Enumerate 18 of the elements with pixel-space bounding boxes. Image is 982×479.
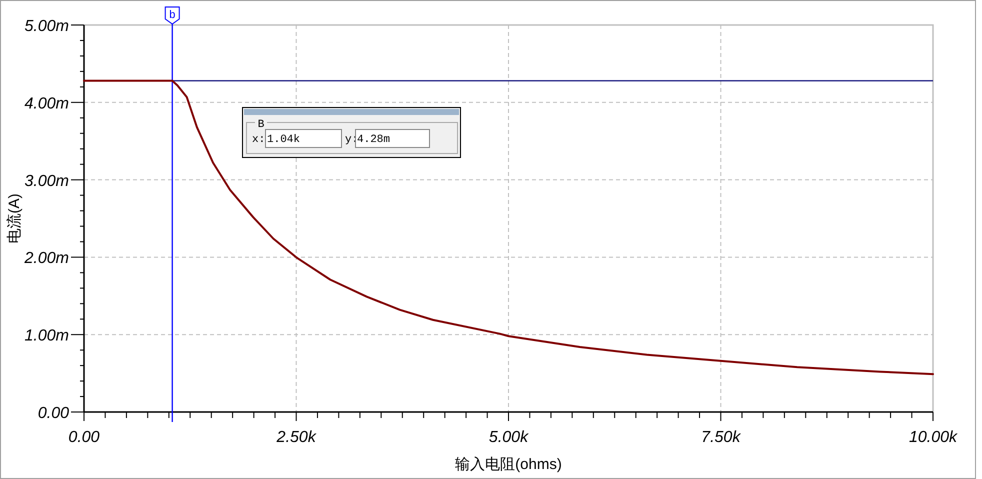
- y-tick-label: 4.00m: [24, 95, 69, 112]
- y-tick-label: 0.00: [38, 405, 70, 422]
- x-tick-label: 0.00: [68, 429, 100, 446]
- ref-line-label: b: [169, 9, 176, 21]
- annotation: x:: [252, 134, 266, 146]
- x-tick-label: 7.50k: [701, 429, 742, 446]
- y-tick-label: 2.00m: [24, 250, 69, 268]
- annotation: 1.04k: [267, 134, 300, 146]
- y-axis-title: 电流(A): [6, 194, 23, 244]
- x-tick-label: 5.00k: [488, 429, 530, 446]
- y-tick-label: 1.00m: [24, 328, 69, 345]
- annotation: 4.28m: [357, 134, 390, 146]
- x-tick-label: 2.50k: [276, 429, 317, 446]
- x-axis-title: 输入电阻(ohms): [455, 456, 562, 473]
- x-tick-label: 10.00k: [908, 429, 958, 446]
- y-tick-label: 5.00m: [24, 18, 69, 35]
- y-tick-label: 3.00m: [24, 172, 69, 190]
- annotation: B: [258, 119, 265, 131]
